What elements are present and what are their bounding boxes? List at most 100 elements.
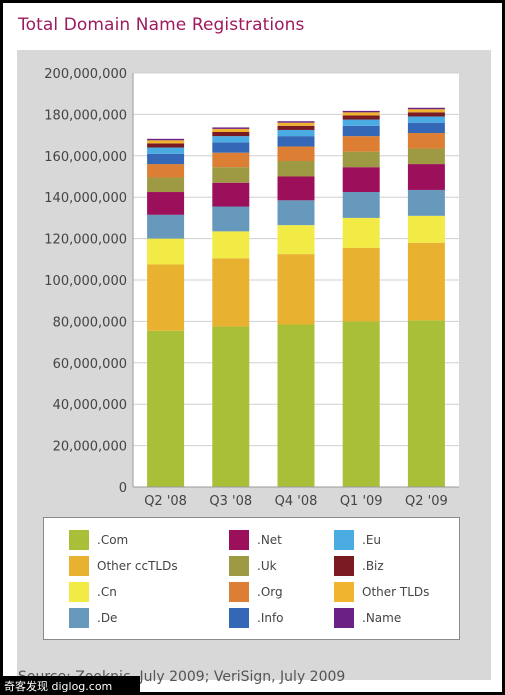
y-tick-label: 140,000,000 (44, 191, 127, 206)
x-tick-label: Q1 '09 (340, 494, 383, 509)
bar-segment (342, 247, 380, 322)
y-tick-label: 80,000,000 (53, 315, 127, 330)
bar-segment (277, 200, 315, 226)
legend-swatch (229, 608, 249, 628)
bar-segment (147, 238, 185, 265)
bar-segment (147, 214, 185, 239)
bar-segment (212, 152, 250, 168)
x-tick-label: Q3 '08 (209, 494, 252, 509)
legend-label: .Eu (362, 533, 382, 547)
chart-title: Total Domain Name Registrations (18, 15, 305, 35)
bar-segment (407, 133, 445, 149)
bar-segment (342, 125, 380, 137)
y-tick-label: 100,000,000 (44, 274, 127, 289)
legend-swatch (334, 556, 354, 576)
bar-segment (147, 143, 185, 148)
legend-label: .Com (97, 533, 129, 547)
bar-segment (212, 128, 250, 132)
bar-segment (147, 140, 185, 144)
y-tick-label: 120,000,000 (44, 233, 127, 248)
chart-card: Total Domain Name Registrations 0 20,000,… (3, 3, 502, 692)
y-tick-label: 40,000,000 (53, 398, 127, 413)
bar-segment (147, 147, 185, 154)
bar-segment (212, 326, 250, 487)
bar-segment (277, 146, 315, 161)
bar-segment (212, 231, 250, 259)
legend-label: .Name (362, 611, 402, 625)
legend: .Com Other ccTLDs .Cn .De .Net .Uk .Org .Info .E… (43, 517, 460, 640)
x-tick-label: Q2 '09 (405, 494, 448, 509)
watermark-text: 奇客发现 diglog.com (4, 680, 113, 693)
bar-segment (212, 127, 250, 129)
bar-segment (147, 177, 185, 193)
bar-segment (407, 242, 445, 321)
bar-segment (407, 320, 445, 487)
bar-segment (212, 142, 250, 153)
bar-segment (342, 136, 380, 152)
legend-swatch (334, 582, 354, 602)
legend-swatch (69, 556, 89, 576)
bar-segment (407, 215, 445, 243)
legend-swatch (334, 530, 354, 550)
legend-swatch (69, 608, 89, 628)
bar-segment (342, 192, 380, 218)
bar-segment (277, 225, 315, 255)
watermark: 奇客发现 diglog.com (0, 676, 140, 695)
bar-segment (407, 109, 445, 113)
bar-segment (212, 167, 250, 183)
bar-segment (342, 112, 380, 116)
bar-segment (212, 182, 250, 207)
bar-segment (147, 138, 185, 141)
bar-segment (407, 107, 445, 110)
bar-segment (407, 164, 445, 190)
bar-segment (277, 125, 315, 130)
bar-segment (277, 121, 315, 123)
legend-label: .Uk (257, 559, 277, 573)
stacked-bar-chart: 0 20,000,000 40,000,000 60,000,000 80,000,00… (44, 67, 459, 509)
legend-swatch (229, 530, 249, 550)
bar-segment (407, 112, 445, 117)
legend-label: Other ccTLDs (97, 559, 178, 573)
bar-segment (277, 122, 315, 126)
bar-segment (147, 264, 185, 331)
bar-segment (342, 217, 380, 248)
legend-label: .Biz (362, 559, 384, 573)
bar-segment (342, 119, 380, 126)
bar-segment (407, 116, 445, 123)
legend-swatch (229, 582, 249, 602)
bar-segment (342, 321, 380, 487)
legend-label: .Info (257, 611, 284, 625)
legend-label: Other TLDs (362, 585, 430, 599)
bar-segment (212, 258, 250, 327)
bar-segment (277, 136, 315, 147)
bar-segment (147, 164, 185, 178)
legend-label: .De (97, 611, 118, 625)
bar-segment (277, 160, 315, 177)
bar-segment (277, 176, 315, 201)
bar-segment (407, 122, 445, 134)
y-tick-label: 180,000,000 (44, 108, 127, 123)
bar-segment (147, 330, 185, 487)
bar-segment (407, 148, 445, 165)
legend-swatch (229, 556, 249, 576)
bar-segment (147, 153, 185, 165)
chart-panel: 0 20,000,000 40,000,000 60,000,000 80,000,00… (17, 50, 491, 680)
x-tick-label: Q4 '08 (275, 494, 318, 509)
legend-label: .Net (257, 533, 282, 547)
y-tick-label: 20,000,000 (53, 440, 127, 455)
y-tick-label: 0 (119, 481, 127, 496)
y-tick-label: 60,000,000 (53, 357, 127, 372)
bar-segment (342, 167, 380, 193)
bar-segment (212, 206, 250, 232)
legend-swatch (334, 608, 354, 628)
legend-swatch (69, 530, 89, 550)
bar-segment (147, 192, 185, 215)
bar-segment (212, 136, 250, 143)
legend-label: .Org (257, 585, 283, 599)
bar-segment (407, 189, 445, 216)
bar-segment (277, 254, 315, 325)
x-tick-label: Q2 '08 (144, 494, 187, 509)
bar-segment (342, 151, 380, 168)
bar-segment (277, 324, 315, 487)
bar-segment (277, 129, 315, 137)
